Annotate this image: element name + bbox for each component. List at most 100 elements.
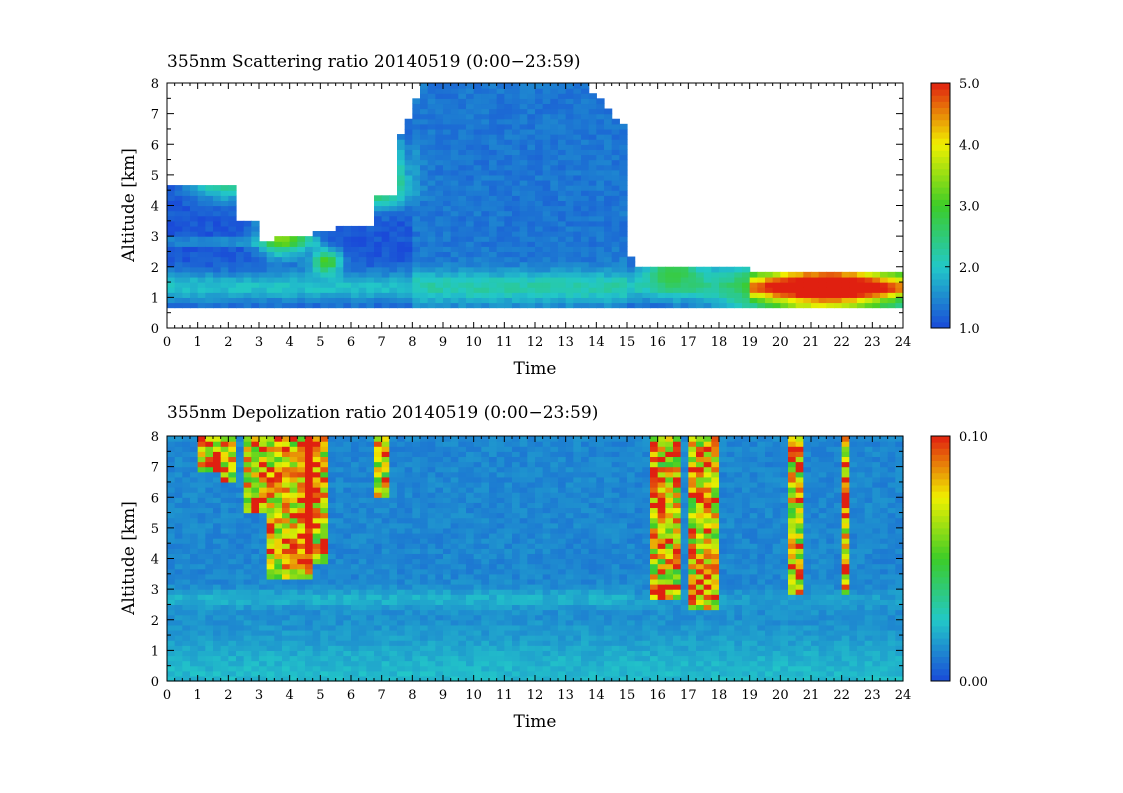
heatmap-cell xyxy=(519,103,528,110)
heatmap-cell xyxy=(174,287,183,293)
heatmap-cell xyxy=(381,502,390,509)
heatmap-cell xyxy=(512,292,521,298)
heatmap-cell xyxy=(535,88,544,94)
heatmap-cell xyxy=(259,502,268,509)
heatmap-cell xyxy=(259,261,268,268)
heatmap-cell xyxy=(404,538,413,544)
heatmap-cell xyxy=(420,93,429,99)
heatmap-cell xyxy=(450,113,459,120)
heatmap-cell xyxy=(504,190,513,196)
heatmap-cell xyxy=(228,215,237,222)
heatmap-cell xyxy=(274,271,283,278)
heatmap-cell xyxy=(320,599,329,606)
heatmap-cell xyxy=(443,282,452,288)
heatmap-cell xyxy=(527,302,536,309)
heatmap-cell xyxy=(174,200,183,207)
heatmap-cell xyxy=(259,532,268,539)
heatmap-cell xyxy=(634,297,643,304)
heatmap-cell xyxy=(581,108,590,115)
heatmap-cell xyxy=(435,108,444,115)
heatmap-cell xyxy=(366,266,375,273)
heatmap-cell xyxy=(305,578,314,585)
heatmap-cell xyxy=(481,113,490,120)
heatmap-cell xyxy=(496,139,505,145)
heatmap-cell xyxy=(182,205,191,212)
heatmap-cell xyxy=(220,553,229,560)
heatmap-cell xyxy=(565,144,574,150)
heatmap-cell xyxy=(596,154,605,161)
heatmap-cell xyxy=(542,302,551,309)
heatmap-cell xyxy=(496,599,505,606)
heatmap-cell xyxy=(243,538,252,544)
heatmap-cell xyxy=(167,241,176,247)
heatmap-cell xyxy=(343,584,352,590)
colorbar-segment xyxy=(931,138,950,145)
heatmap-cell xyxy=(236,660,245,667)
heatmap-cell xyxy=(297,266,306,273)
heatmap-cell xyxy=(174,563,183,570)
heatmap-cell xyxy=(259,251,268,258)
heatmap-cell xyxy=(443,210,452,217)
heatmap-cell xyxy=(420,471,429,478)
heatmap-cell xyxy=(473,302,482,309)
heatmap-cell xyxy=(596,169,605,176)
heatmap-cell xyxy=(289,553,298,560)
heatmap-cell xyxy=(535,645,544,651)
heatmap-cell xyxy=(205,538,214,544)
heatmap-cell xyxy=(381,451,390,458)
heatmap-cell xyxy=(611,220,620,227)
heatmap-cell xyxy=(328,589,337,595)
heatmap-cell xyxy=(565,670,574,677)
heatmap-cell xyxy=(289,481,298,488)
heatmap-cell xyxy=(251,548,260,554)
heatmap-cell xyxy=(236,451,245,458)
heatmap-cell xyxy=(481,149,490,156)
heatmap-cell xyxy=(167,205,176,212)
heatmap-cell xyxy=(481,302,490,309)
heatmap-cell xyxy=(412,205,421,212)
heatmap-cell xyxy=(266,624,275,631)
heatmap-cell xyxy=(197,502,206,509)
heatmap-cell xyxy=(489,174,498,181)
heatmap-cell xyxy=(519,282,528,288)
heatmap-cell xyxy=(504,159,513,166)
heatmap-cell xyxy=(558,594,567,600)
heatmap-cell xyxy=(435,154,444,161)
heatmap-cell xyxy=(496,645,505,651)
heatmap-cell xyxy=(297,527,306,534)
heatmap-cell xyxy=(458,297,467,304)
heatmap-cell xyxy=(381,256,390,263)
heatmap-cell xyxy=(335,436,344,442)
heatmap-cell xyxy=(504,108,513,115)
heatmap-cell xyxy=(190,292,199,298)
heatmap-cell xyxy=(450,578,459,585)
heatmap-cell xyxy=(374,522,383,529)
heatmap-cell xyxy=(512,220,521,227)
heatmap-cell xyxy=(788,292,797,298)
heatmap-cell xyxy=(397,154,406,161)
heatmap-cell xyxy=(512,149,521,156)
heatmap-cell xyxy=(458,609,467,616)
heatmap-cell xyxy=(550,164,559,171)
heatmap-cell xyxy=(381,624,390,631)
heatmap-cell xyxy=(535,169,544,176)
heatmap-cell xyxy=(535,185,544,191)
heatmap-cell xyxy=(466,568,475,575)
heatmap-cell xyxy=(297,271,306,278)
heatmap-cell xyxy=(427,154,436,161)
heatmap-cell xyxy=(259,517,268,524)
heatmap-cell xyxy=(343,456,352,463)
colorbar-segment xyxy=(931,205,950,213)
heatmap-cell xyxy=(481,123,490,130)
heatmap-cell xyxy=(458,266,467,273)
heatmap-cell xyxy=(220,195,229,201)
heatmap-cell xyxy=(504,527,513,534)
heatmap-cell xyxy=(228,210,237,217)
heatmap-cell xyxy=(358,282,367,288)
heatmap-cell xyxy=(550,200,559,207)
heatmap-cell xyxy=(642,271,651,278)
heatmap-cell xyxy=(389,266,398,273)
heatmap-cell xyxy=(197,461,206,468)
heatmap-cell xyxy=(550,103,559,110)
heatmap-cell xyxy=(389,220,398,227)
